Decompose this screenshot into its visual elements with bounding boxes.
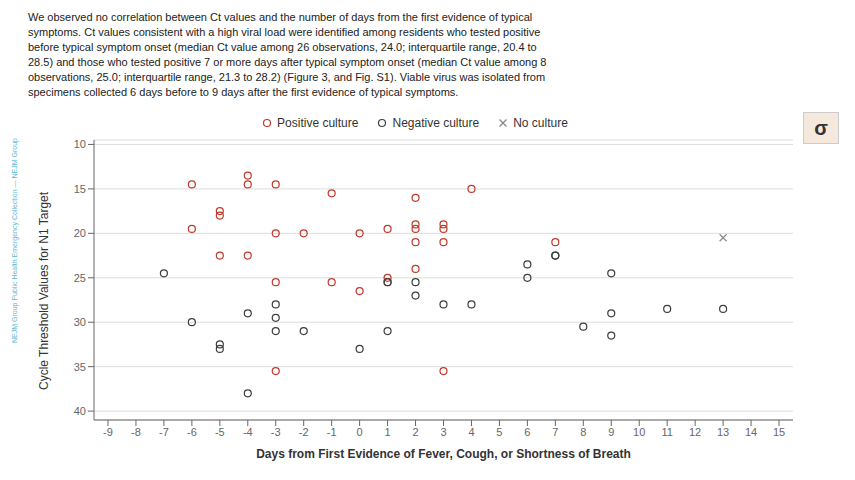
svg-text:12: 12 <box>689 426 701 438</box>
svg-text:-9: -9 <box>103 426 113 438</box>
svg-text:40: 40 <box>74 405 86 417</box>
svg-text:7: 7 <box>552 426 558 438</box>
svg-text:30: 30 <box>74 316 86 328</box>
svg-text:2: 2 <box>412 426 418 438</box>
html-text:Positive culture: Positive culture <box>277 116 359 130</box>
svg-text:0: 0 <box>357 426 363 438</box>
svg-text:20: 20 <box>74 227 86 239</box>
svg-text:3: 3 <box>440 426 446 438</box>
svg-text:35: 35 <box>74 361 86 373</box>
svg-text:-3: -3 <box>271 426 281 438</box>
svg-text:5: 5 <box>496 426 502 438</box>
html-text:We observed no correlation bet: We observed no correlation between Ct va… <box>28 11 533 23</box>
svg-text:9: 9 <box>608 426 614 438</box>
html-text:observations, 25.0; interquart: observations, 25.0; interquartile range,… <box>28 71 546 83</box>
svg-text:11: 11 <box>661 426 672 438</box>
html-text:specimens collected 6 days bef: specimens collected 6 days before to 9 d… <box>28 86 459 98</box>
svg-text:-5: -5 <box>215 426 225 438</box>
html-text:NEJM Group Public Health Emerg: NEJM Group Public Health Emergency Colle… <box>11 137 19 343</box>
svg-text:-2: -2 <box>299 426 309 438</box>
svg-text:13: 13 <box>717 426 729 438</box>
svg-text:10: 10 <box>74 138 86 150</box>
svg-text:15: 15 <box>773 426 785 438</box>
html-text:28.5) and those who tested pos: 28.5) and those who tested positive 7 or… <box>28 56 547 68</box>
html-text:No culture: No culture <box>513 116 568 130</box>
svg-text:-6: -6 <box>187 426 197 438</box>
svg-text:1: 1 <box>385 426 391 438</box>
html-text:σ: σ <box>814 116 828 139</box>
svg-text:Days from First Evidence of Fe: Days from First Evidence of Fever, Cough… <box>256 447 631 461</box>
svg-text:6: 6 <box>524 426 530 438</box>
svg-text:10: 10 <box>633 426 645 438</box>
svg-text:-7: -7 <box>159 426 169 438</box>
svg-text:-8: -8 <box>131 426 141 438</box>
svg-text:-4: -4 <box>243 426 253 438</box>
svg-text:-1: -1 <box>327 426 337 438</box>
html-text:before typical symptom onset (: before typical symptom onset (median Ct … <box>28 41 537 53</box>
html-text:symptoms. Ct values consistent: symptoms. Ct values consistent with a hi… <box>28 26 541 38</box>
svg-text:14: 14 <box>745 426 757 438</box>
html-text:Negative culture: Negative culture <box>392 116 480 130</box>
svg-text:Cycle Threshold Values for N1: Cycle Threshold Values for N1 Target <box>37 191 51 390</box>
svg-text:15: 15 <box>74 183 86 195</box>
svg-text:8: 8 <box>580 426 586 438</box>
svg-text:4: 4 <box>468 426 474 438</box>
svg-text:25: 25 <box>74 272 86 284</box>
